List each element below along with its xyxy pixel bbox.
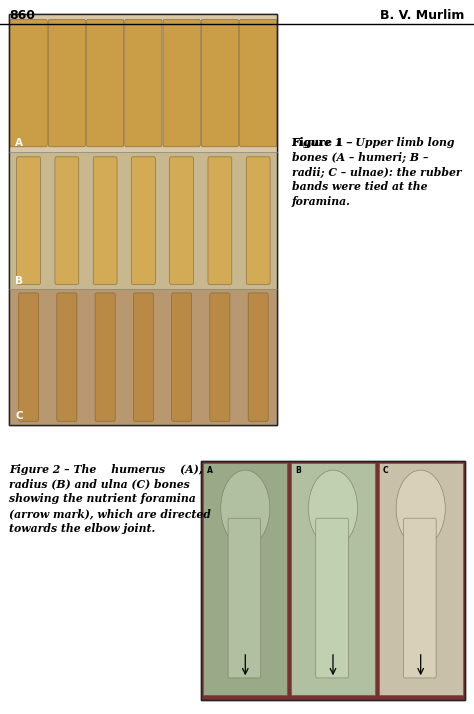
Text: Figure 2 – The    humerus    (A),
radius (B) and ulna (C) bones
showing the nutr: Figure 2 – The humerus (A), radius (B) a… bbox=[9, 464, 211, 533]
FancyBboxPatch shape bbox=[248, 293, 268, 421]
Text: Figure 1 – Upper limb long
bones (A – humeri; B –
radii; C – ulnae): the rubber
: Figure 1 – Upper limb long bones (A – hu… bbox=[292, 138, 461, 207]
FancyBboxPatch shape bbox=[132, 159, 155, 282]
FancyBboxPatch shape bbox=[379, 463, 463, 695]
FancyBboxPatch shape bbox=[239, 19, 277, 147]
FancyBboxPatch shape bbox=[10, 21, 47, 145]
FancyBboxPatch shape bbox=[94, 159, 117, 282]
FancyBboxPatch shape bbox=[209, 159, 231, 282]
FancyBboxPatch shape bbox=[201, 19, 238, 147]
FancyBboxPatch shape bbox=[86, 19, 124, 147]
FancyBboxPatch shape bbox=[49, 21, 85, 145]
FancyBboxPatch shape bbox=[164, 21, 200, 145]
FancyBboxPatch shape bbox=[9, 152, 277, 289]
FancyBboxPatch shape bbox=[172, 293, 191, 421]
FancyBboxPatch shape bbox=[246, 159, 270, 282]
FancyBboxPatch shape bbox=[228, 518, 261, 678]
FancyBboxPatch shape bbox=[170, 157, 193, 284]
Text: C: C bbox=[15, 411, 23, 421]
FancyBboxPatch shape bbox=[18, 293, 39, 421]
FancyBboxPatch shape bbox=[208, 157, 232, 284]
Text: Figure 1 –: Figure 1 – bbox=[292, 138, 356, 149]
FancyBboxPatch shape bbox=[248, 295, 268, 419]
FancyBboxPatch shape bbox=[17, 159, 40, 282]
FancyBboxPatch shape bbox=[210, 293, 230, 421]
FancyBboxPatch shape bbox=[9, 14, 277, 152]
Ellipse shape bbox=[221, 470, 270, 547]
FancyBboxPatch shape bbox=[201, 461, 465, 700]
FancyBboxPatch shape bbox=[202, 21, 238, 145]
FancyBboxPatch shape bbox=[246, 157, 270, 284]
FancyBboxPatch shape bbox=[93, 157, 117, 284]
FancyBboxPatch shape bbox=[96, 295, 115, 419]
FancyBboxPatch shape bbox=[170, 159, 193, 282]
Text: A: A bbox=[15, 139, 23, 149]
FancyBboxPatch shape bbox=[9, 14, 277, 425]
Text: 860: 860 bbox=[9, 9, 36, 22]
Text: B: B bbox=[295, 466, 301, 476]
FancyBboxPatch shape bbox=[172, 295, 191, 419]
FancyBboxPatch shape bbox=[9, 289, 277, 425]
FancyBboxPatch shape bbox=[55, 159, 78, 282]
Ellipse shape bbox=[396, 470, 445, 547]
FancyBboxPatch shape bbox=[133, 293, 154, 421]
Text: C: C bbox=[383, 466, 388, 476]
Ellipse shape bbox=[309, 470, 357, 547]
FancyBboxPatch shape bbox=[403, 518, 436, 678]
FancyBboxPatch shape bbox=[57, 293, 77, 421]
FancyBboxPatch shape bbox=[291, 463, 375, 695]
FancyBboxPatch shape bbox=[10, 19, 47, 147]
Text: A: A bbox=[207, 466, 213, 476]
FancyBboxPatch shape bbox=[125, 21, 162, 145]
FancyBboxPatch shape bbox=[55, 157, 79, 284]
FancyBboxPatch shape bbox=[95, 293, 115, 421]
FancyBboxPatch shape bbox=[240, 21, 276, 145]
Text: B. V. Murlim: B. V. Murlim bbox=[380, 9, 465, 22]
FancyBboxPatch shape bbox=[17, 157, 41, 284]
FancyBboxPatch shape bbox=[134, 295, 153, 419]
FancyBboxPatch shape bbox=[57, 295, 76, 419]
FancyBboxPatch shape bbox=[163, 19, 201, 147]
FancyBboxPatch shape bbox=[316, 518, 348, 678]
FancyBboxPatch shape bbox=[19, 295, 38, 419]
FancyBboxPatch shape bbox=[203, 463, 287, 695]
FancyBboxPatch shape bbox=[48, 19, 85, 147]
FancyBboxPatch shape bbox=[125, 19, 162, 147]
FancyBboxPatch shape bbox=[210, 295, 229, 419]
Text: B: B bbox=[15, 276, 23, 286]
FancyBboxPatch shape bbox=[87, 21, 123, 145]
FancyBboxPatch shape bbox=[131, 157, 155, 284]
